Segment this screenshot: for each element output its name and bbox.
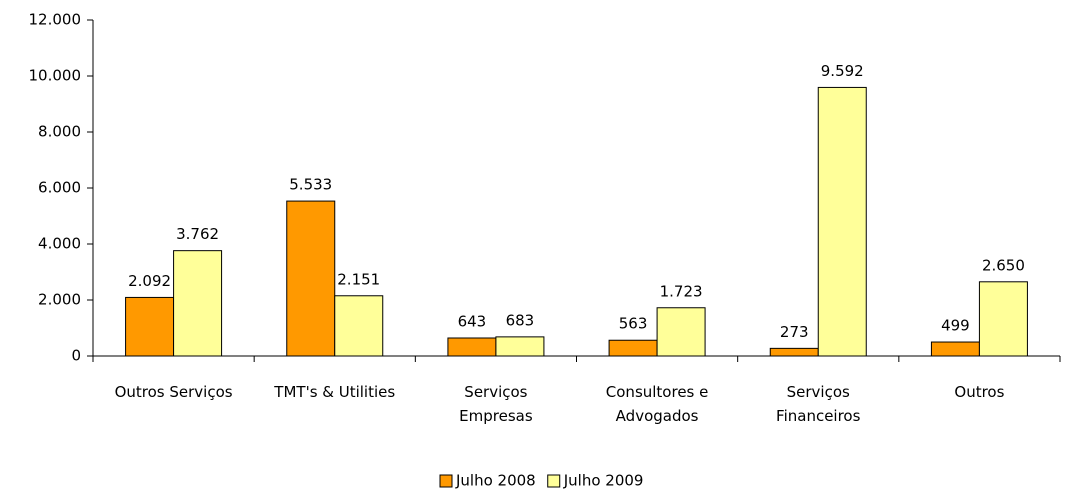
x-tick-label: Outros	[954, 383, 1005, 401]
data-label: 563	[619, 315, 648, 333]
bar	[173, 250, 223, 357]
data-label: 499	[941, 317, 970, 335]
x-tick-label: TMT's & Utilities	[274, 383, 396, 401]
bar	[656, 307, 706, 357]
legend-label: Julho 2009	[563, 472, 644, 490]
data-label: 9.592	[821, 62, 864, 80]
bar	[495, 336, 545, 357]
bar	[125, 296, 175, 357]
y-tick-label: 2.000	[38, 291, 81, 309]
data-label: 3.762	[176, 225, 219, 243]
bar	[286, 200, 336, 357]
bar	[334, 295, 384, 357]
data-label: 273	[780, 323, 809, 341]
bar	[978, 281, 1028, 357]
y-tick-label: 0	[71, 347, 81, 365]
bar	[769, 347, 819, 357]
y-tick-label: 4.000	[38, 235, 81, 253]
data-label: 1.723	[660, 282, 703, 300]
data-label: 5.533	[289, 176, 332, 194]
data-label: 643	[458, 312, 487, 330]
y-tick-label: 8.000	[38, 123, 81, 141]
bar	[447, 337, 497, 357]
legend-swatch	[439, 474, 453, 488]
data-label: 2.650	[982, 256, 1025, 274]
x-tick-label: Outros Serviços	[114, 383, 233, 401]
bar	[608, 339, 658, 357]
y-tick-label: 12.000	[29, 11, 82, 29]
legend-swatch	[547, 474, 561, 488]
y-tick-label: 6.000	[38, 179, 81, 197]
data-label: 2.092	[128, 272, 171, 290]
x-tick-label: Serviços Financeiros	[776, 383, 861, 425]
data-label: 683	[506, 311, 535, 329]
y-tick-label: 10.000	[29, 67, 82, 85]
legend-label: Julho 2008	[455, 472, 536, 490]
bar	[817, 86, 867, 357]
x-tick-label: Serviços Empresas	[459, 383, 533, 425]
x-tick-label: Consultores e Advogados	[605, 383, 709, 425]
bar	[930, 341, 980, 357]
data-label: 2.151	[337, 270, 380, 288]
